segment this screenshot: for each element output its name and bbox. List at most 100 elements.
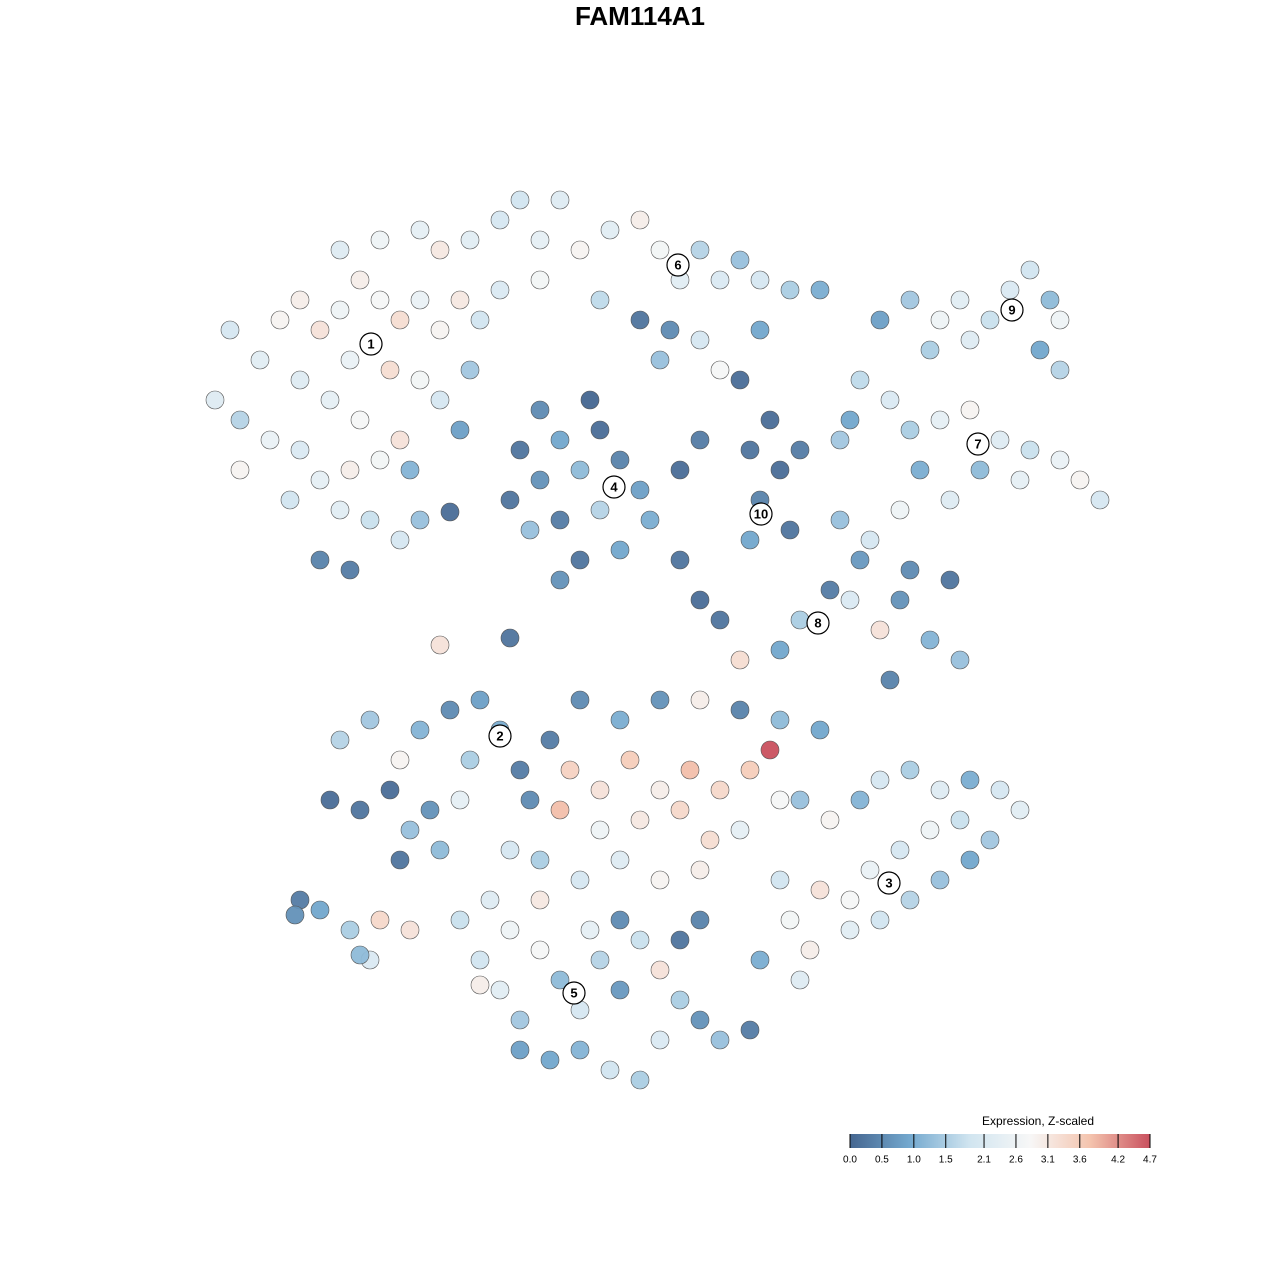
point [570, 240, 590, 260]
point [780, 520, 800, 540]
point [260, 430, 280, 450]
point [990, 430, 1010, 450]
point [870, 910, 890, 930]
point [230, 410, 250, 430]
point [400, 460, 420, 480]
point [450, 910, 470, 930]
point [990, 780, 1010, 800]
colorbar-tick-label: 1.0 [907, 1155, 921, 1166]
point [690, 430, 710, 450]
point [410, 370, 430, 390]
point [770, 870, 790, 890]
point [650, 960, 670, 980]
point [450, 790, 470, 810]
point [780, 910, 800, 930]
point [690, 330, 710, 350]
point [690, 590, 710, 610]
point [520, 790, 540, 810]
point [400, 920, 420, 940]
point [390, 530, 410, 550]
point [1070, 470, 1090, 490]
point [520, 520, 540, 540]
point [490, 980, 510, 1000]
point [360, 510, 380, 530]
point [790, 610, 810, 630]
point [900, 290, 920, 310]
point [550, 430, 570, 450]
point [840, 410, 860, 430]
point [630, 1070, 650, 1090]
point [570, 870, 590, 890]
point [470, 690, 490, 710]
point [790, 790, 810, 810]
cluster-label: 3 [885, 875, 892, 890]
point [660, 320, 680, 340]
point [790, 440, 810, 460]
cluster-badge [562, 981, 586, 1005]
colorbar-tick-label: 2.6 [1009, 1155, 1023, 1166]
point [510, 190, 530, 210]
point [270, 310, 290, 330]
point [430, 840, 450, 860]
point [610, 910, 630, 930]
point [290, 290, 310, 310]
point [350, 945, 370, 965]
point [490, 280, 510, 300]
point [930, 780, 950, 800]
point [410, 220, 430, 240]
point [610, 450, 630, 470]
point [450, 290, 470, 310]
point [650, 240, 670, 260]
point [770, 640, 790, 660]
point [490, 210, 510, 230]
cluster-badge [966, 432, 990, 456]
cluster-label: 5 [570, 985, 577, 1000]
point [460, 230, 480, 250]
point [430, 390, 450, 410]
point [320, 390, 340, 410]
cluster-label: 1 [367, 336, 374, 351]
point [870, 620, 890, 640]
point [530, 400, 550, 420]
point [530, 230, 550, 250]
point [530, 940, 550, 960]
point [510, 760, 530, 780]
point [450, 420, 470, 440]
point [740, 1020, 760, 1040]
point [530, 270, 550, 290]
point [550, 190, 570, 210]
point [550, 570, 570, 590]
point [690, 860, 710, 880]
point [510, 1010, 530, 1030]
point [760, 410, 780, 430]
point [840, 920, 860, 940]
point [205, 390, 225, 410]
point [750, 320, 770, 340]
point [420, 800, 440, 820]
point [950, 810, 970, 830]
cluster-badge [806, 611, 830, 635]
point [590, 780, 610, 800]
point [350, 800, 370, 820]
point [1050, 360, 1070, 380]
point [220, 320, 240, 340]
point [570, 1040, 590, 1060]
point [730, 700, 750, 720]
point [880, 670, 900, 690]
point [310, 470, 330, 490]
point [330, 300, 350, 320]
point [430, 635, 450, 655]
point [870, 310, 890, 330]
point [770, 790, 790, 810]
point [250, 350, 270, 370]
point [900, 420, 920, 440]
point [290, 370, 310, 390]
point [400, 820, 420, 840]
point [410, 510, 430, 530]
cluster-label: 8 [814, 615, 821, 630]
point [590, 500, 610, 520]
point [600, 220, 620, 240]
point [580, 390, 600, 410]
point [470, 975, 490, 995]
point [650, 1030, 670, 1050]
